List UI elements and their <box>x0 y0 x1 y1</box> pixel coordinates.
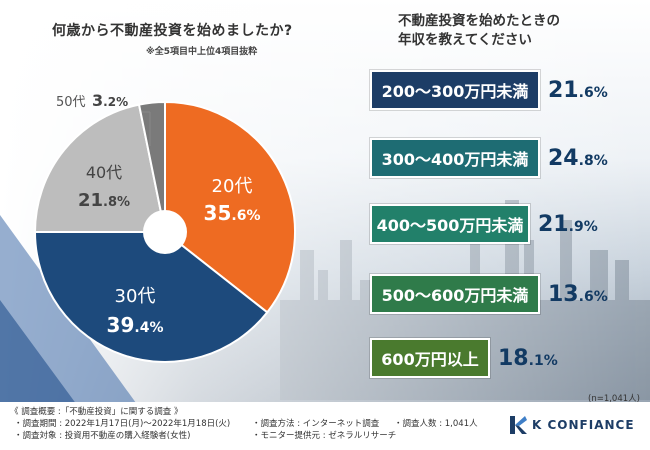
income-row-600-plus: 600万円以上 18.1% <box>370 338 558 378</box>
survey-heading: 《 調査概要 :「不動産投資」に関する調査 》 <box>10 407 183 417</box>
income-label-200-300: 200〜300万円未満 <box>370 70 540 110</box>
k-logo-icon <box>510 416 527 434</box>
income-label-500-600: 500〜600万円未満 <box>370 274 540 314</box>
survey-target: ・調査対象 : 投資用不動産の購入経験者(女性) <box>14 431 191 441</box>
income-row-500-600: 500〜600万円未満 13.6% <box>370 274 608 314</box>
slice-value-30s: 39.4% <box>107 313 164 337</box>
survey-provider: ・モニター提供元 : ゼネラルリサーチ <box>252 431 397 441</box>
slice-30s <box>33 231 269 363</box>
brand-logo: K CONFIANCE <box>508 414 635 436</box>
bar-chart-title: 不動産投資を始めたときの 年収を教えてください <box>398 12 560 50</box>
income-row-300-400: 300〜400万円未満 24.8% <box>370 138 608 178</box>
survey-method: ・調査方法 : インターネット調査 <box>252 419 380 429</box>
income-value-500-600: 13.6% <box>548 281 608 307</box>
survey-period: ・調査期間 : 2022年1月17日(月)〜2022年1月18日(火) <box>14 419 231 429</box>
slice-label-20s: 20代 <box>212 176 253 197</box>
bar-chart-title-line1: 不動産投資を始めたときの <box>398 13 560 29</box>
slice-value-20s: 35.6% <box>204 201 261 225</box>
pie-chart: 20代 35.6% 30代 39.4% 40代 21.8% 50代 3.2% <box>33 91 296 363</box>
slice-50s <box>137 100 166 233</box>
income-label-400-500: 400〜500万円未満 <box>370 204 530 244</box>
slice-label-50s: 50代 <box>56 95 86 110</box>
brand-name: K CONFIANCE <box>532 418 635 432</box>
slice-label-40s: 40代 <box>86 163 122 182</box>
bar-chart-title-line2: 年収を教えてください <box>398 32 532 48</box>
income-value-600-plus: 18.1% <box>498 345 558 371</box>
pie-center-hole <box>143 210 187 254</box>
slice-40s <box>33 103 167 233</box>
survey-count: ・調査人数 : 1,041人 <box>394 419 478 429</box>
pie-chart-title: 何歳から不動産投資を始めましたか? <box>52 23 293 39</box>
income-row-400-500: 400〜500万円未満 21.9% <box>370 204 598 244</box>
sample-size: (n=1,041人) <box>588 394 640 404</box>
income-value-200-300: 21.6% <box>548 77 608 103</box>
slice-label-30s: 30代 <box>115 286 156 307</box>
slice-20s <box>164 100 296 314</box>
income-value-300-400: 24.8% <box>548 145 608 171</box>
income-row-200-300: 200〜300万円未満 21.6% <box>370 70 608 110</box>
income-label-600-plus: 600万円以上 <box>370 338 490 378</box>
slice-value-40s: 21.8% <box>78 190 130 211</box>
income-value-400-500: 21.9% <box>538 211 598 237</box>
pie-chart-note: ※全5項目中上位4項目抜粋 <box>146 47 258 57</box>
slice-value-50s: 3.2% <box>92 91 128 110</box>
pie-slices <box>33 100 296 363</box>
income-label-300-400: 300〜400万円未満 <box>370 138 540 178</box>
